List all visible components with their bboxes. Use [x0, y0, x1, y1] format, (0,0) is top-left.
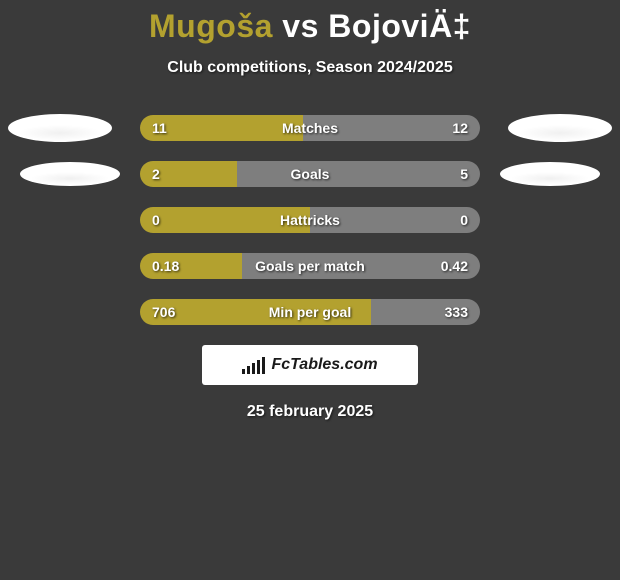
stat-bar: 0.180.42Goals per match [140, 253, 480, 279]
brand-badge[interactable]: FcTables.com [202, 345, 418, 385]
left-club-logo [8, 114, 112, 142]
date-label: 25 february 2025 [0, 403, 620, 421]
brand-bar-segment [257, 360, 260, 374]
stats-area: 1112Matches 25Goals 00Hattricks 0.180.42Goa… [0, 115, 620, 325]
stat-row: 706333Min per goal [0, 299, 620, 325]
stat-bar: 00Hattricks [140, 207, 480, 233]
stat-label: Min per goal [140, 299, 480, 325]
stat-label: Hattricks [140, 207, 480, 233]
brand-chart-icon [242, 356, 265, 374]
brand-bar-segment [262, 357, 265, 374]
subtitle: Club competitions, Season 2024/2025 [0, 59, 620, 77]
stat-bar: 1112Matches [140, 115, 480, 141]
page-title: Mugoša vs BojoviÄ‡ [0, 8, 620, 45]
stat-label: Goals per match [140, 253, 480, 279]
right-club-logo [508, 114, 612, 142]
player1-name: Mugoša [149, 8, 273, 44]
left-club-logo [20, 162, 120, 186]
stat-bar: 706333Min per goal [140, 299, 480, 325]
right-club-logo [500, 162, 600, 186]
title-vs: vs [282, 8, 319, 44]
comparison-card: Mugoša vs BojoviÄ‡ Club competitions, Se… [0, 0, 620, 421]
stat-label: Goals [140, 161, 480, 187]
brand-bar-segment [247, 366, 250, 374]
brand-text: FcTables.com [271, 356, 377, 374]
stat-row: 1112Matches [0, 115, 620, 141]
stat-row: 00Hattricks [0, 207, 620, 233]
stat-row: 25Goals [0, 161, 620, 187]
stat-bar: 25Goals [140, 161, 480, 187]
brand-bar-segment [242, 369, 245, 374]
stat-row: 0.180.42Goals per match [0, 253, 620, 279]
stat-label: Matches [140, 115, 480, 141]
player2-name: BojoviÄ‡ [328, 8, 471, 44]
brand-bar-segment [252, 363, 255, 374]
